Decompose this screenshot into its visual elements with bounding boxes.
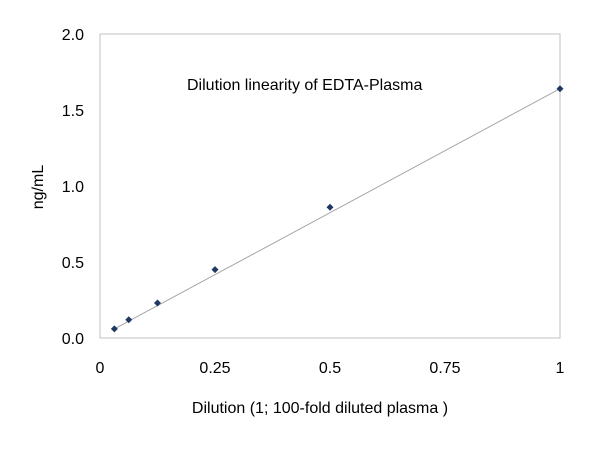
y-tick-label: 1.5 [62, 103, 84, 120]
data-point [211, 266, 219, 274]
x-axis-title: Dilution (1; 100-fold diluted plasma ) [192, 400, 448, 417]
y-tick-label: 2.0 [62, 27, 84, 44]
x-tick-labels: 0 0.25 0.5 0.75 1 [96, 360, 565, 377]
x-tick-label: 0.25 [199, 360, 230, 377]
data-point [556, 85, 564, 93]
y-tick-label: 0.5 [62, 255, 84, 272]
x-tick-label: 0.5 [319, 360, 341, 377]
y-axis-title: ng/mL [30, 165, 47, 210]
data-point [326, 203, 334, 211]
chart-title: Dilution linearity of EDTA-Plasma [187, 77, 422, 94]
y-tick-label: 0.0 [62, 331, 84, 348]
x-tick-label: 0 [96, 360, 105, 377]
plot-area-frame [99, 33, 561, 339]
data-point [154, 299, 161, 307]
y-tick-labels: 0.0 0.5 1.0 1.5 2.0 [62, 27, 84, 348]
x-tick-label: 1 [556, 360, 565, 377]
x-tick-label: 0.75 [429, 360, 460, 377]
data-points-layer [110, 85, 564, 333]
data-point [110, 325, 118, 333]
y-tick-label: 1.0 [62, 179, 84, 196]
data-point [125, 316, 133, 324]
trendline [114, 88, 561, 330]
trendline-layer [114, 88, 561, 330]
